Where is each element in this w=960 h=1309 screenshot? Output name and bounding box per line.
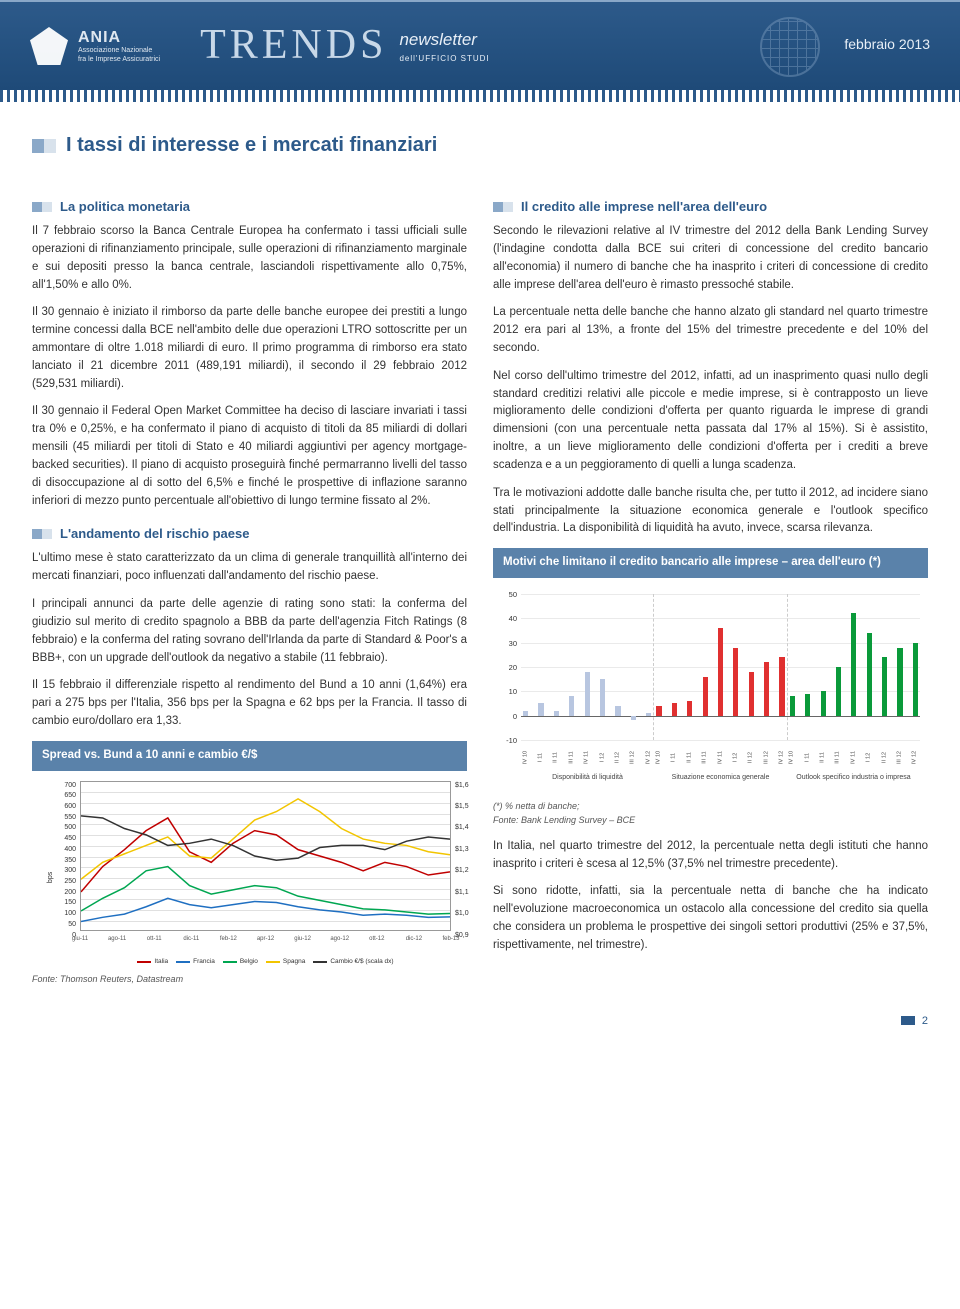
section-monetary-policy: La politica monetaria: [32, 197, 467, 217]
two-column-layout: La politica monetaria Il 7 febbraio scor…: [32, 183, 928, 987]
brand-line2: fra le Imprese Assicuratrici: [78, 56, 160, 63]
spread-chart-title: Spread vs. Bund a 10 anni e cambio €/$: [32, 741, 467, 771]
spread-chart: bps0501001502002503003504004505005506006…: [32, 771, 467, 969]
spread-chart-source: Fonte: Thomson Reuters, Datastream: [32, 973, 467, 987]
bar-chart: -1001020304050IV 10I 11II 11III 11IV 11I…: [493, 578, 928, 796]
paragraph: Secondo le rilevazioni relative al IV tr…: [493, 223, 928, 294]
trends-wordmark: TRENDS: [200, 13, 387, 78]
brand-line1: Associazione Nazionale: [78, 47, 152, 54]
bar-chart-footnote: (*) % netta di banche; Fonte: Bank Lendi…: [493, 800, 928, 828]
section-country-risk: L'andamento del rischio paese: [32, 524, 467, 544]
title-marker-icon: [32, 139, 56, 153]
newsletter-label: newsletter dell'UFFICIO STUDI: [399, 27, 489, 66]
brand-logo: ANIA Associazione Nazionale fra le Impre…: [30, 27, 160, 65]
paragraph: Tra le motivazioni addotte dalle banche …: [493, 485, 928, 538]
paragraph: L'ultimo mese è stato caratterizzato da …: [32, 550, 467, 586]
paragraph: Il 15 febbraio il differenziale rispetto…: [32, 677, 467, 730]
bar-chart-title: Motivi che limitano il credito bancario …: [493, 548, 928, 578]
section-credit-euro: Il credito alle imprese nell'area dell'e…: [493, 197, 928, 217]
section-marker-icon: [32, 202, 52, 212]
masthead: ANIA Associazione Nazionale fra le Impre…: [0, 0, 960, 90]
logo-mark-icon: [30, 27, 68, 65]
page-body: I tassi di interesse e i mercati finanzi…: [0, 90, 960, 1007]
left-column: La politica monetaria Il 7 febbraio scor…: [32, 183, 467, 987]
paragraph: La percentuale netta delle banche che ha…: [493, 304, 928, 357]
page-number: 2: [0, 1007, 960, 1046]
brand-text: ANIA Associazione Nazionale fra le Impre…: [78, 28, 160, 64]
issue-date: febbraio 2013: [844, 34, 930, 56]
right-column: Il credito alle imprese nell'area dell'e…: [493, 183, 928, 987]
paragraph: Il 30 gennaio è iniziato il rimborso da …: [32, 304, 467, 393]
globe-icon: [760, 17, 820, 77]
paragraph: Nel corso dell'ultimo trimestre del 2012…: [493, 368, 928, 475]
paragraph: In Italia, nel quarto trimestre del 2012…: [493, 838, 928, 874]
page-title: I tassi di interesse e i mercati finanzi…: [32, 130, 928, 161]
paragraph: Il 7 febbraio scorso la Banca Centrale E…: [32, 223, 467, 294]
paragraph: Il 30 gennaio il Federal Open Market Com…: [32, 403, 467, 510]
section-marker-icon: [32, 529, 52, 539]
brand-abbrev: ANIA: [78, 28, 160, 47]
section-marker-icon: [493, 202, 513, 212]
paragraph: Si sono ridotte, infatti, sia la percent…: [493, 883, 928, 954]
paragraph: I principali annunci da parte delle agen…: [32, 596, 467, 667]
